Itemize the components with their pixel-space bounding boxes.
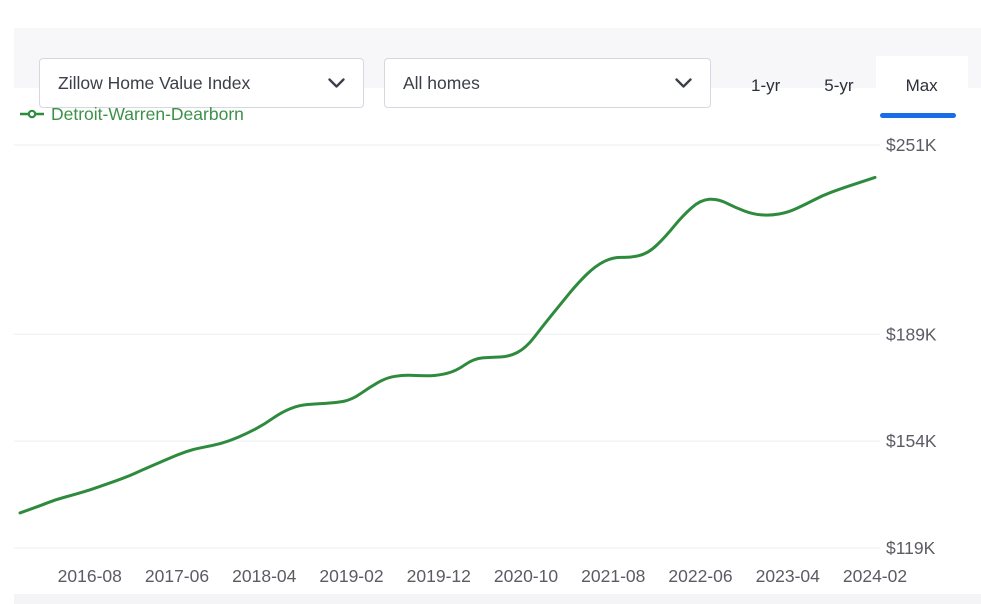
legend-item-detroit[interactable]: Detroit-Warren-Dearborn — [20, 103, 244, 125]
x-axis-label: 2021-08 — [581, 566, 645, 586]
x-axis-label: 2019-12 — [407, 566, 471, 586]
metric-dropdown[interactable]: Zillow Home Value Index — [39, 58, 364, 108]
y-axis-label: $119K — [886, 538, 936, 558]
x-axis-label: 2020-10 — [494, 566, 558, 586]
chevron-down-icon — [675, 77, 692, 88]
x-axis-label: 2016-08 — [58, 566, 122, 586]
bottom-divider — [14, 594, 981, 604]
y-axis-label: $189K — [886, 324, 937, 344]
tab-max[interactable]: Max — [875, 56, 968, 118]
home-type-dropdown-value: All homes — [403, 72, 480, 93]
legend-label: Detroit-Warren-Dearborn — [51, 103, 244, 124]
toolbar: Zillow Home Value Index All homes 1-yr 5… — [14, 28, 981, 118]
tab-1yr[interactable]: 1-yr — [729, 56, 802, 116]
x-axis-label: 2024-02 — [843, 566, 907, 586]
home-type-dropdown[interactable]: All homes — [384, 58, 711, 108]
chevron-down-icon — [328, 77, 345, 88]
tab-max-label: Max — [905, 76, 938, 95]
tab-5yr[interactable]: 5-yr — [802, 56, 875, 116]
x-axis-label: 2018-04 — [232, 566, 296, 586]
y-axis-label: $251K — [886, 135, 937, 155]
x-axis-label: 2019-02 — [319, 566, 383, 586]
line-marker-icon — [20, 109, 44, 119]
tab-5yr-label: 5-yr — [824, 76, 854, 95]
x-axis-label: 2023-04 — [756, 566, 820, 586]
series-line-detroit — [18, 175, 877, 515]
selected-tab-underline — [879, 113, 956, 118]
tab-1yr-label: 1-yr — [751, 76, 781, 95]
y-axis-label: $154K — [886, 431, 937, 451]
x-axis-label: 2022-06 — [668, 566, 732, 586]
metric-dropdown-value: Zillow Home Value Index — [58, 72, 251, 93]
time-range-tabs: 1-yr 5-yr Max — [729, 56, 981, 118]
x-axis-label: 2017-06 — [145, 566, 209, 586]
